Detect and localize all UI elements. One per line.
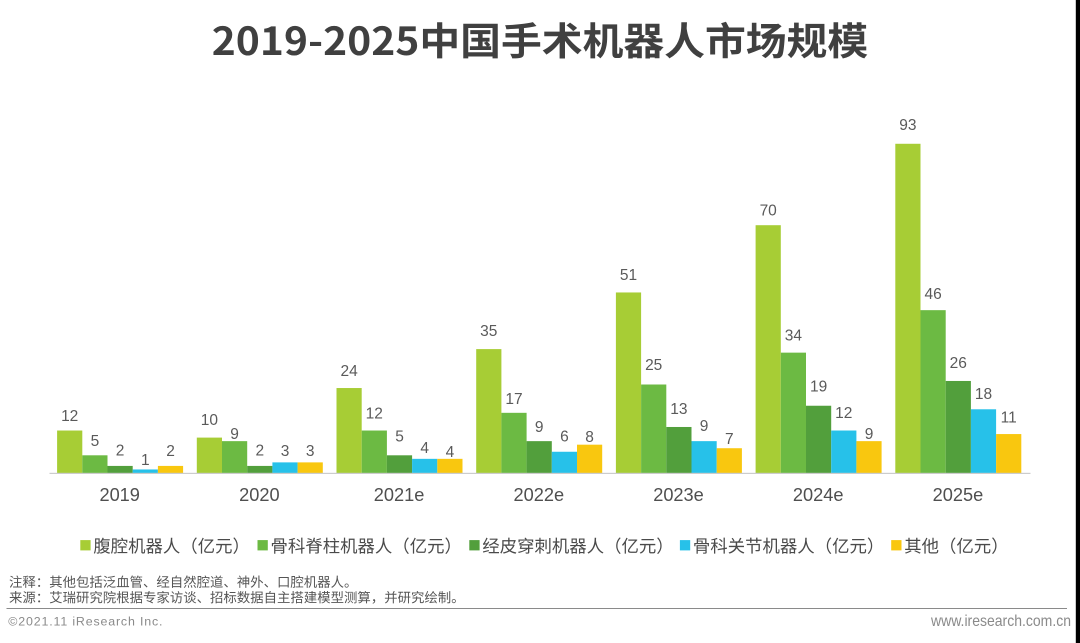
svg-text:19: 19 — [810, 378, 827, 395]
svg-text:2025e: 2025e — [933, 485, 984, 505]
svg-text:9: 9 — [535, 419, 544, 436]
svg-text:2: 2 — [255, 442, 264, 459]
svg-text:46: 46 — [924, 286, 941, 303]
svg-text:9: 9 — [865, 426, 874, 443]
svg-text:35: 35 — [480, 323, 497, 340]
svg-text:13: 13 — [670, 401, 687, 418]
svg-text:4: 4 — [446, 444, 455, 461]
svg-text:3: 3 — [306, 443, 315, 460]
svg-text:12: 12 — [835, 405, 852, 422]
svg-text:93: 93 — [899, 117, 916, 134]
svg-text:3: 3 — [281, 443, 290, 460]
svg-text:9: 9 — [700, 418, 709, 435]
svg-text:70: 70 — [760, 203, 778, 220]
svg-text:2021e: 2021e — [374, 485, 425, 505]
svg-text:12: 12 — [61, 408, 78, 425]
svg-text:10: 10 — [201, 412, 219, 429]
svg-text:7: 7 — [725, 431, 734, 448]
svg-text:2024e: 2024e — [793, 485, 844, 505]
svg-text:11: 11 — [1001, 410, 1017, 427]
svg-text:17: 17 — [505, 391, 522, 408]
svg-text:8: 8 — [585, 429, 594, 446]
svg-text:24: 24 — [340, 363, 358, 380]
svg-text:5: 5 — [91, 433, 100, 450]
svg-text:2: 2 — [116, 442, 125, 459]
svg-text:25: 25 — [645, 357, 662, 374]
svg-text:34: 34 — [785, 327, 803, 344]
svg-text:2: 2 — [166, 443, 175, 460]
svg-text:9: 9 — [230, 426, 239, 443]
svg-text:2020: 2020 — [239, 485, 279, 505]
svg-text:18: 18 — [975, 386, 992, 403]
svg-text:26: 26 — [950, 355, 967, 372]
svg-text:6: 6 — [560, 428, 569, 445]
svg-text:1: 1 — [141, 452, 150, 469]
svg-text:2023e: 2023e — [653, 485, 704, 505]
svg-text:2022e: 2022e — [514, 485, 565, 505]
svg-text:12: 12 — [366, 406, 383, 423]
svg-text:©2021.11 iResearch Inc.: ©2021.11 iResearch Inc. — [8, 615, 162, 629]
svg-text:www.iresearch.com.cn: www.iresearch.com.cn — [930, 613, 1071, 630]
svg-text:2019: 2019 — [99, 485, 139, 505]
svg-text:5: 5 — [395, 429, 404, 446]
svg-text:51: 51 — [620, 267, 637, 284]
svg-text:4: 4 — [420, 440, 429, 457]
